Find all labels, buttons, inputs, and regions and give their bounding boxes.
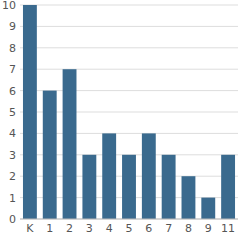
x-axis [20,219,238,220]
grid-line [20,26,238,27]
x-tick-label: K [26,222,34,235]
bar [142,133,156,219]
y-tick-label: 6 [9,85,16,98]
y-tick-label: 10 [2,0,16,12]
x-tick-label: 8 [185,222,192,235]
y-tick-label: 1 [9,192,16,205]
y-tick-label: 9 [9,20,16,33]
bar [182,176,196,219]
bar [162,155,176,219]
x-tick-label: 4 [106,222,113,235]
y-tick-label: 0 [9,213,16,226]
x-tick-label: 6 [145,222,152,235]
bar [201,198,215,219]
bars [23,5,235,219]
y-tick-label: 5 [9,106,16,119]
grid-line [20,219,238,220]
y-tick-label: 2 [9,170,16,183]
x-tick-label: 2 [66,222,73,235]
grid-line [20,47,238,48]
y-tick-label: 7 [9,63,16,76]
chart: 012345678910K12345678911 [0,0,240,239]
grid-line [20,5,238,6]
bar [43,91,57,219]
bar [102,133,116,219]
x-tick-label: 9 [205,222,212,235]
y-tick-label: 8 [9,42,16,55]
y-tick-label: 3 [9,149,16,162]
bar [23,5,37,219]
x-tick-label: 3 [86,222,93,235]
bar [221,155,235,219]
bar [82,155,96,219]
x-tick-label: 5 [126,222,133,235]
bar [63,69,77,219]
y-tick-label: 4 [9,127,16,140]
bar [122,155,136,219]
x-tick-label: 11 [221,222,235,235]
x-tick-label: 1 [46,222,53,235]
x-tick-label: 7 [165,222,172,235]
grid-line [20,69,238,70]
